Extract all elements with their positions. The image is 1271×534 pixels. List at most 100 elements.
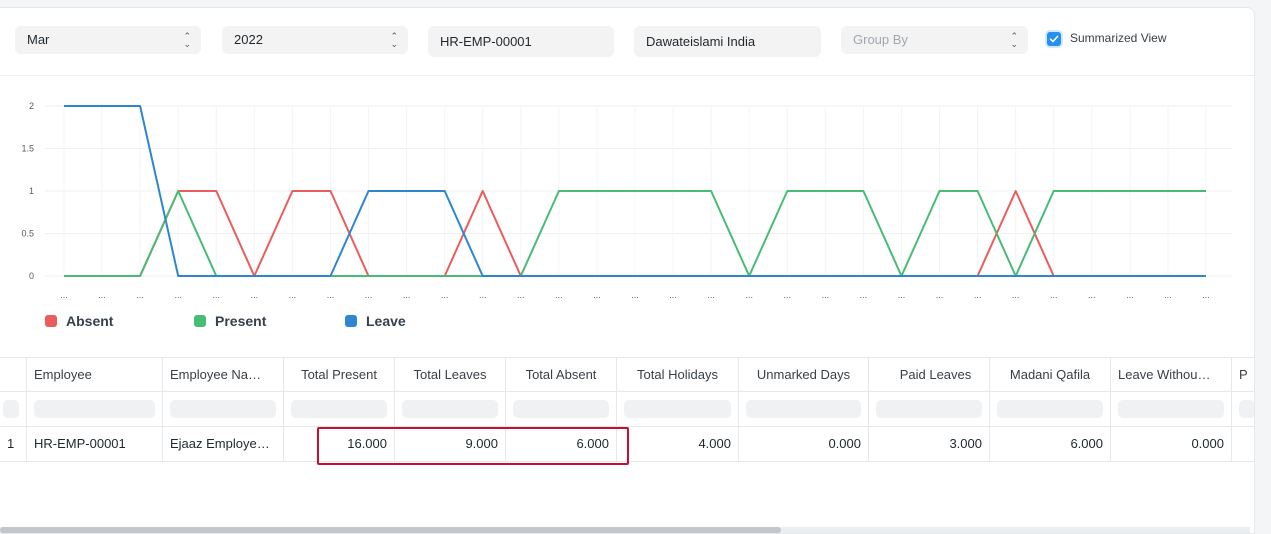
x-tick-label: ... [860, 290, 868, 300]
month-value: Mar [27, 32, 50, 47]
year-value: 2022 [234, 32, 263, 47]
x-tick-label: ... [1088, 290, 1096, 300]
total-leaves-cell[interactable]: 9.000 [395, 427, 506, 461]
filter-placeholder[interactable] [291, 400, 387, 418]
highlight-box [317, 427, 629, 465]
filter-cell [395, 392, 506, 426]
y-tick-label: 0.5 [21, 229, 34, 239]
x-tick-label: ... [1164, 290, 1172, 300]
filter-placeholder[interactable] [402, 400, 498, 418]
unmarked-days-cell[interactable]: 0.000 [739, 427, 869, 461]
x-tick-label: ... [251, 290, 259, 300]
x-tick-label: ... [936, 290, 944, 300]
employee-input[interactable]: HR-EMP-00001 [428, 26, 614, 57]
filter-placeholder[interactable] [746, 400, 861, 418]
column-header[interactable]: Unmarked Days [739, 358, 869, 391]
filter-placeholder[interactable] [1118, 400, 1224, 418]
column-header[interactable]: Total Absent [506, 358, 617, 391]
filter-placeholder[interactable] [170, 400, 276, 418]
column-header[interactable]: Total Holidays [617, 358, 739, 391]
filter-cell [617, 392, 739, 426]
filter-cell [0, 392, 27, 426]
truncated-cell[interactable] [1232, 427, 1254, 461]
employee-value: HR-EMP-00001 [440, 34, 532, 49]
filter-cell [1232, 392, 1254, 426]
x-tick-label: ... [784, 290, 792, 300]
column-header[interactable]: P [1239, 367, 1248, 382]
x-tick-label: ... [898, 290, 906, 300]
column-header[interactable]: Total Present [284, 358, 395, 391]
filter-cell [506, 392, 617, 426]
total-present-cell[interactable]: 16.000 [284, 427, 395, 461]
row-index: 1 [0, 427, 27, 461]
report-card: Mar ⌃ ⌄ 2022 ⌃ ⌄ HR-EMP-00001 Dawateislami… [0, 7, 1255, 534]
column-header[interactable]: Employee [27, 358, 163, 391]
madani-qafila-cell[interactable]: 6.000 [990, 427, 1111, 461]
legend-swatch [194, 315, 206, 327]
filter-placeholder[interactable] [513, 400, 609, 418]
x-tick-label: ... [136, 290, 144, 300]
x-tick-label: ... [517, 290, 525, 300]
filter-row [0, 392, 1254, 427]
summarized-view-checkbox[interactable] [1047, 32, 1061, 46]
filter-cell [27, 392, 163, 426]
x-tick-label: ... [98, 290, 106, 300]
row-index-header [0, 358, 27, 391]
filter-placeholder[interactable] [34, 400, 155, 418]
column-header[interactable]: Total Leaves [395, 358, 506, 391]
filter-placeholder[interactable] [624, 400, 731, 418]
x-tick-label: ... [213, 290, 221, 300]
total-absent-cell[interactable]: 6.000 [506, 427, 617, 461]
x-tick-label: ... [707, 290, 715, 300]
year-select[interactable]: 2022 ⌃ ⌄ [222, 26, 408, 54]
y-tick-label: 1 [29, 186, 34, 196]
filter-cell [163, 392, 284, 426]
filter-placeholder[interactable] [876, 400, 982, 418]
legend-label-leave: Leave [366, 313, 406, 329]
group-by-select[interactable]: Group By ⌃ ⌄ [841, 26, 1028, 54]
filter-placeholder[interactable] [1239, 400, 1254, 418]
column-header[interactable]: Paid Leaves [869, 358, 990, 391]
column-header[interactable]: Leave Withou… [1111, 358, 1232, 391]
company-input[interactable]: Dawateislami India [634, 26, 821, 57]
x-tick-label: ... [1126, 290, 1134, 300]
legend-label-absent: Absent [66, 313, 114, 329]
month-select[interactable]: Mar ⌃ ⌄ [15, 26, 201, 54]
select-arrows-icon: ⌃ ⌄ [183, 31, 191, 49]
paid-leaves-cell[interactable]: 3.000 [869, 427, 990, 461]
legend-swatch [45, 315, 57, 327]
filter-placeholder[interactable] [997, 400, 1103, 418]
select-arrows-icon: ⌃ ⌄ [390, 31, 398, 49]
series-line-leave [64, 105, 1206, 277]
x-tick-label: ... [441, 290, 449, 300]
table-header-row: Employee Employee Na… Total Present Tota… [0, 357, 1254, 392]
x-tick-label: ... [745, 290, 753, 300]
x-tick-label: ... [822, 290, 830, 300]
employee-name-cell[interactable]: Ejaaz Employe… [163, 427, 284, 461]
column-header[interactable]: Madani Qafila [990, 358, 1111, 391]
y-tick-label: 1.5 [21, 144, 34, 154]
legend-absent: Absent [45, 313, 113, 329]
filter-cell [739, 392, 869, 426]
checkmark-icon [1049, 35, 1059, 43]
group-by-placeholder: Group By [853, 32, 908, 47]
filter-cell [869, 392, 990, 426]
x-tick-label: ... [555, 290, 563, 300]
select-arrows-icon: ⌃ ⌄ [1010, 31, 1018, 49]
y-tick-label: 2 [29, 101, 34, 111]
column-header[interactable]: Employee Na… [163, 358, 284, 391]
total-holidays-cell[interactable]: 4.000 [617, 427, 739, 461]
y-tick-label: 0 [29, 271, 34, 281]
x-tick-label: ... [593, 290, 601, 300]
horizontal-scrollbar-thumb[interactable] [0, 527, 781, 533]
employee-cell[interactable]: HR-EMP-00001 [27, 427, 163, 461]
filter-bar: Mar ⌃ ⌄ 2022 ⌃ ⌄ HR-EMP-00001 Dawateislami… [0, 8, 1254, 76]
x-tick-label: ... [974, 290, 982, 300]
filter-cell [284, 392, 395, 426]
legend-present: Present [194, 313, 266, 329]
filter-placeholder[interactable] [3, 400, 19, 418]
leave-without-pay-cell[interactable]: 0.000 [1111, 427, 1232, 461]
x-tick-label: ... [479, 290, 487, 300]
x-tick-label: ... [1050, 290, 1058, 300]
x-tick-label: ... [1012, 290, 1020, 300]
